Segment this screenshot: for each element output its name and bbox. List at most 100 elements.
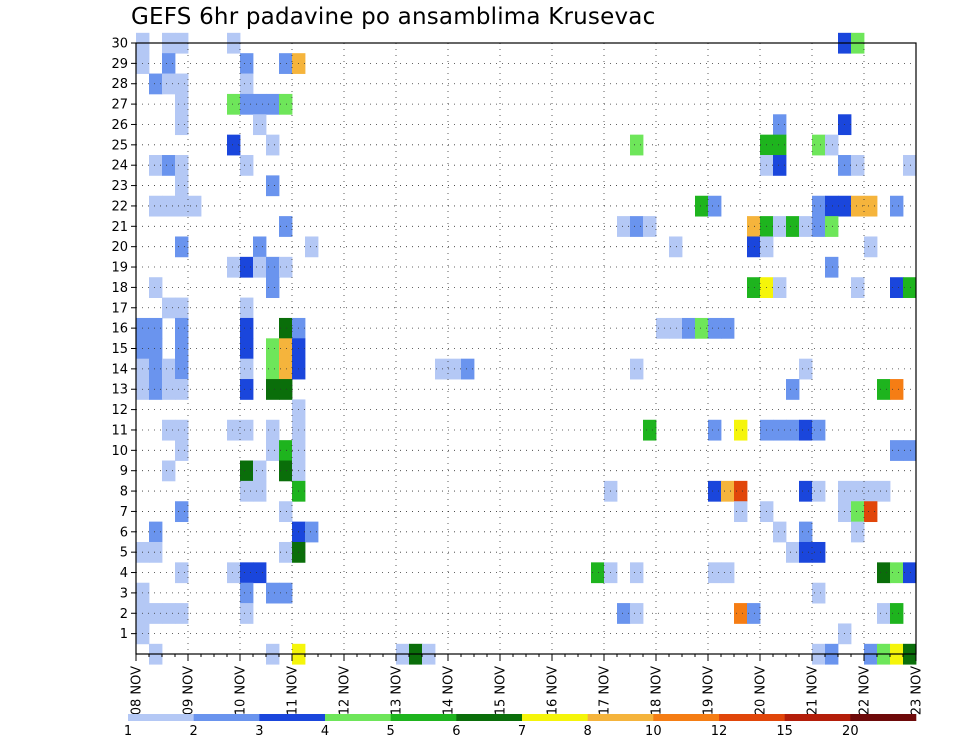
- heatmap-cell: [877, 562, 891, 584]
- x-tick-label: 22 NOV: [858, 666, 873, 715]
- x-tick-label: 09 NOV: [182, 666, 197, 715]
- heatmap-cell: [175, 501, 189, 523]
- y-tick-label: 15: [111, 342, 128, 357]
- heatmap-cell: [656, 317, 670, 339]
- heatmap-cell: [773, 277, 787, 298]
- heatmap-cell: [266, 175, 280, 197]
- heatmap-cell: [890, 277, 904, 298]
- y-tick-label: 21: [111, 220, 128, 235]
- heatmap-cell: [630, 358, 644, 380]
- heatmap-cell: [279, 93, 293, 115]
- heatmap-cell: [149, 195, 163, 217]
- heatmap-cell: [279, 216, 293, 237]
- heatmap-cell: [240, 419, 254, 441]
- heatmap-cell: [903, 277, 917, 298]
- heatmap-cell: [890, 195, 904, 217]
- heatmap-cell: [240, 582, 254, 604]
- y-tick-label: 19: [111, 261, 128, 276]
- x-tick-label: 14 NOV: [442, 666, 457, 715]
- x-tick-label: 20 NOV: [754, 666, 769, 715]
- x-tick-label: 15 NOV: [494, 666, 509, 715]
- heatmap-cell: [812, 134, 826, 156]
- heatmap-cell: [175, 236, 189, 258]
- heatmap-cell: [643, 419, 657, 441]
- heatmap-cell: [773, 114, 787, 136]
- heatmap-cell: [851, 521, 865, 543]
- x-tick-label: 18 NOV: [650, 666, 665, 715]
- heatmap-cell: [799, 358, 813, 380]
- heatmap-cell: [175, 440, 189, 461]
- heatmap-cell: [669, 317, 683, 339]
- heatmap-cell: [227, 134, 241, 156]
- y-tick-label: 24: [111, 159, 128, 174]
- heatmap-cell: [890, 440, 904, 461]
- heatmap-cell: [253, 236, 267, 258]
- heatmap-cell: [630, 216, 644, 237]
- heatmap-cell: [175, 114, 189, 136]
- heatmap-cell: [240, 93, 254, 115]
- heatmap-cell: [903, 155, 917, 176]
- y-tick-label: 5: [120, 546, 128, 561]
- heatmap-cell: [721, 317, 735, 339]
- heatmap-cell: [864, 480, 878, 502]
- heatmap-cell: [799, 521, 813, 543]
- heatmap-cell: [279, 256, 293, 278]
- heatmap-cell: [266, 93, 280, 115]
- legend-swatch: [193, 714, 260, 721]
- heatmap-cell: [461, 358, 475, 380]
- heatmap-cell: [175, 603, 189, 624]
- heatmap-cell: [227, 93, 241, 115]
- heatmap-cell: [175, 317, 189, 339]
- heatmap-cell: [240, 480, 254, 502]
- y-tick-label: 9: [120, 464, 128, 479]
- heatmap-cell: [305, 236, 319, 258]
- heatmap-cell: [149, 338, 163, 360]
- heatmap-cell: [773, 134, 787, 156]
- heatmap-cell: [162, 297, 176, 319]
- heatmap-cell: [695, 317, 709, 339]
- y-tick-label: 6: [120, 525, 128, 540]
- heatmap-cell: [175, 358, 189, 380]
- legend-swatch: [128, 714, 194, 721]
- heatmap-cell: [708, 419, 722, 441]
- heatmap-cell: [786, 419, 800, 441]
- color-legend: 1 2 3 4 5 6 7 8 10 12 15 20: [124, 714, 917, 739]
- y-tick-label: 8: [120, 485, 128, 500]
- heatmap-cell: [240, 53, 254, 74]
- y-tick-label: 7: [120, 505, 128, 520]
- heatmap-cell: [812, 480, 826, 502]
- x-tick-label: 17 NOV: [598, 666, 613, 715]
- y-tick-label: 14: [111, 362, 128, 377]
- heatmap-cell: [643, 216, 657, 237]
- heatmap-cell: [279, 440, 293, 461]
- heatmap-cell: [812, 541, 826, 563]
- heatmap-cell: [890, 379, 904, 400]
- y-tick-label: 4: [120, 566, 128, 581]
- y-tick-label: 29: [111, 57, 128, 72]
- legend-swatch: [325, 714, 391, 721]
- heatmap-cell: [851, 155, 865, 176]
- heatmap-cell: [812, 419, 826, 441]
- heatmap-cell: [162, 358, 176, 380]
- chart-title: GEFS 6hr padavine po ansamblima Krusevac: [131, 4, 656, 30]
- heatmap-cell: [721, 562, 735, 584]
- heatmap-cell: [864, 195, 878, 217]
- heatmap-cell: [630, 134, 644, 156]
- heatmap-cell: [851, 277, 865, 298]
- heatmap-cell: [266, 440, 280, 461]
- y-tick-label: 1: [120, 627, 128, 642]
- heatmap-cell: [149, 277, 163, 298]
- y-tick-label: 27: [111, 98, 128, 113]
- heatmap-cell: [162, 603, 176, 624]
- heatmap-cell: [240, 562, 254, 584]
- heatmap-cell: [175, 297, 189, 319]
- heatmap-cell: [266, 277, 280, 298]
- heatmap-cell: [175, 419, 189, 441]
- y-tick-label: 12: [111, 403, 128, 418]
- x-tick-label: 08 NOV: [130, 666, 145, 715]
- heatmap-cell: [266, 419, 280, 441]
- heatmap-cell: [240, 358, 254, 380]
- heatmap-cell: [825, 134, 839, 156]
- heatmap-cell: [162, 419, 176, 441]
- heatmap-cell: [175, 195, 189, 217]
